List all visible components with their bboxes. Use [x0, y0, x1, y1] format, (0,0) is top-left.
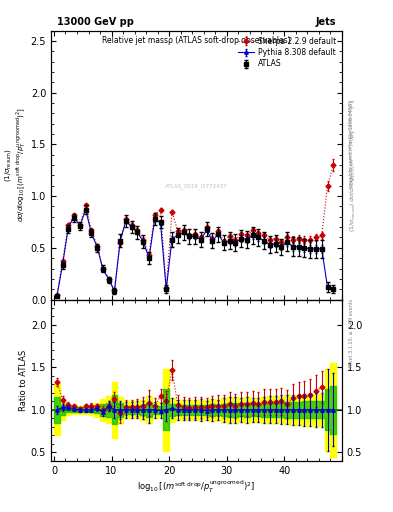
Text: mcplots.cern.ch [arXiv:1306.3436]: mcplots.cern.ch [arXiv:1306.3436]	[349, 101, 354, 186]
Text: $(1/\sigma_{\mathrm{resum}})$ $d\sigma/d\log_{10}[(m^{\mathrm{soft\ drop}}/p_T^{: $(1/\sigma_{\mathrm{resum}})$ $d\sigma/d…	[348, 98, 359, 232]
Text: ATLAS_2019_I1772437: ATLAS_2019_I1772437	[165, 184, 228, 189]
Y-axis label: $(1/\sigma_{\mathrm{resum}})$
$d\sigma/d\log_{10}[(m^{\mathrm{soft\ drop}}/p_T^{: $(1/\sigma_{\mathrm{resum}})$ $d\sigma/d…	[3, 108, 28, 222]
Legend: Sherpa 2.2.9 default, Pythia 8.308 default, ATLAS: Sherpa 2.2.9 default, Pythia 8.308 defau…	[236, 34, 338, 71]
X-axis label: $\log_{10}[(m^{\mathrm{soft\ drop}}/p_T^{\mathrm{ungroomed}})^2]$: $\log_{10}[(m^{\mathrm{soft\ drop}}/p_T^…	[138, 478, 255, 495]
Text: Relative jet massρ (ATLAS soft-drop observables): Relative jet massρ (ATLAS soft-drop obse…	[102, 36, 291, 45]
Text: Rivet 3.1.10, ≥ 3.4M events: Rivet 3.1.10, ≥ 3.4M events	[349, 298, 354, 367]
Y-axis label: Ratio to ATLAS: Ratio to ATLAS	[19, 350, 28, 411]
Text: Jets: Jets	[316, 17, 336, 27]
Text: 13000 GeV pp: 13000 GeV pp	[57, 17, 134, 27]
